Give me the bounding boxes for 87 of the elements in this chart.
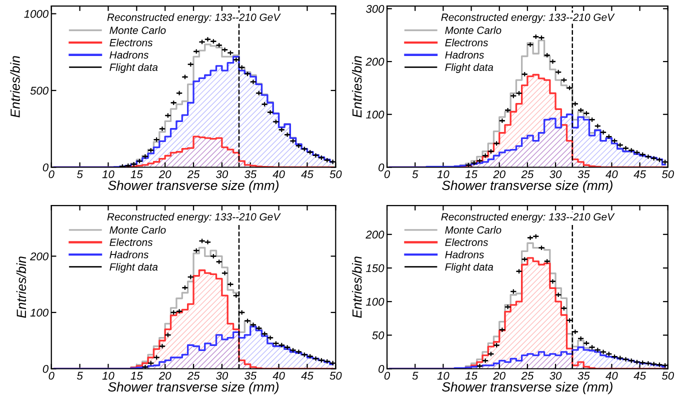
x-tick-label: 0 [384,170,390,178]
x-axis-title: Shower transverse size (mm) [442,180,612,193]
x-tick-label: 35 [578,170,590,178]
legend-label: Monte Carlo [110,26,166,34]
y-tick-label: 100 [366,298,384,306]
y-tick-label: 0 [378,365,384,373]
x-tick-label: 35 [244,170,257,178]
legend-label: Flight data [445,63,494,73]
annotation: Reconstructed energy: 133--210 GeV [107,212,281,223]
legend-label: Monte Carlo [445,226,502,234]
x-tick-label: 25 [187,372,200,380]
legend-label: Electrons [445,238,488,246]
y-tick-label: 0 [42,365,49,373]
x-tick-label: 10 [437,170,450,178]
x-tick-label: 25 [521,170,534,178]
x-tick-label: 0 [384,372,390,380]
x-tick-label: 15 [130,170,143,178]
x-tick-label: 5 [76,372,83,380]
x-tick-label: 50 [662,372,674,380]
x-tick-label: 0 [48,170,54,178]
y-tick-label: 100 [30,308,49,317]
annotation: Reconstructed energy: 133--210 GeV [107,13,281,24]
x-tick-label: 50 [330,170,342,178]
x-tick-label: 45 [301,372,314,380]
y-axis-title: Entries/bin [352,256,362,318]
legend-label: Hadrons [110,50,148,59]
x-tick-label: 15 [465,372,478,380]
y-tick-label: 1000 [24,10,49,18]
legend-label: Monte Carlo [110,226,166,234]
legend-label: Hadrons [445,50,484,59]
annotation: Reconstructed energy: 133--210 GeV [441,13,615,24]
y-tick-label: 300 [366,4,384,13]
x-tick-label: 40 [272,170,285,178]
x-tick-label: 20 [493,170,506,178]
x-tick-label: 25 [187,170,200,178]
y-tick-label: 50 [372,331,384,340]
legend-label: Electrons [110,38,153,46]
x-tick-label: 35 [578,372,590,380]
y-axis-title: Entries/bin [16,256,26,318]
x-tick-label: 30 [550,372,562,380]
legend-label: Flight data [110,262,158,273]
x-tick-label: 20 [493,372,506,380]
x-tick-label: 45 [634,372,646,380]
y-tick-label: 0 [42,164,49,172]
legend-label: Flight data [445,262,494,273]
x-tick-label: 10 [102,170,114,178]
x-tick-label: 30 [550,170,562,178]
y-tick-label: 500 [30,86,49,95]
x-tick-label: 20 [158,170,172,178]
legend-label: Monte Carlo [445,26,502,34]
x-tick-label: 15 [130,372,143,380]
x-tick-label: 35 [244,372,257,380]
y-tick-label: 200 [366,230,384,239]
x-tick-label: 10 [437,372,450,380]
x-tick-label: 15 [465,170,478,178]
y-tick-label: 150 [366,264,384,272]
x-tick-label: 50 [662,170,674,178]
x-tick-label: 0 [48,372,54,380]
y-axis-title: Entries/bin [352,56,362,118]
y-tick-label: 100 [366,110,384,119]
y-tick-label: 200 [30,252,49,260]
legend-label: Flight data [110,63,158,73]
x-tick-label: 10 [102,372,114,380]
x-tick-label: 30 [216,170,228,178]
x-tick-label: 40 [606,170,618,178]
x-tick-label: 20 [158,372,172,380]
x-tick-label: 45 [301,170,314,178]
x-axis-title: Shower transverse size (mm) [108,180,279,193]
y-axis-title: Entries/bin [10,56,20,118]
x-tick-label: 5 [412,372,418,380]
legend-label: Electrons [110,238,153,246]
legend-label: Hadrons [110,250,148,258]
legend-label: Electrons [445,38,488,46]
x-axis-title: Shower transverse size (mm) [442,382,612,394]
x-tick-label: 40 [272,372,285,380]
y-tick-label: 200 [366,58,384,66]
x-tick-label: 45 [634,170,646,178]
annotation: Reconstructed energy: 133--210 GeV [441,212,615,223]
x-tick-label: 50 [330,372,342,380]
y-tick-label: 0 [378,164,384,172]
x-tick-label: 5 [76,170,83,178]
x-axis-title: Shower transverse size (mm) [108,382,279,394]
legend-label: Hadrons [445,250,484,258]
x-tick-label: 30 [216,372,228,380]
x-tick-label: 25 [521,372,534,380]
x-tick-label: 40 [606,372,618,380]
x-tick-label: 5 [412,170,418,178]
